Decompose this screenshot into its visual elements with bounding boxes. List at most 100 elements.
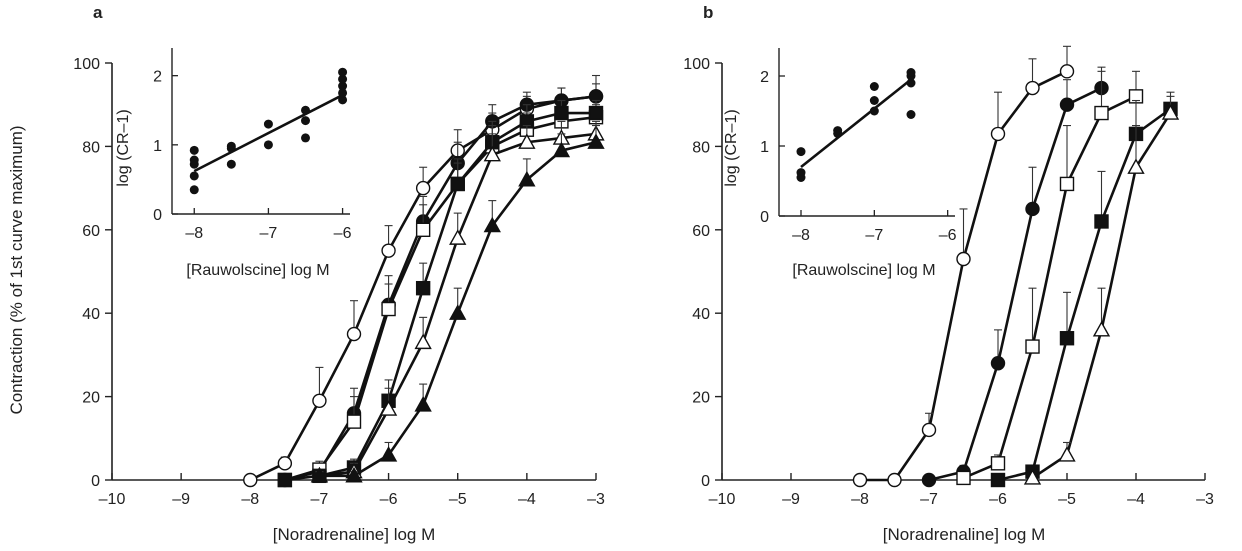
panel-a-inset-point <box>301 116 310 126</box>
panel-b-series <box>852 45 1180 488</box>
panel-a-y-tick-label: 0 <box>91 473 100 490</box>
panel-a-data-point <box>449 304 467 320</box>
panel-a-data-point <box>346 326 362 342</box>
panel-b-inset-x-ticks: –8 –7 –6 <box>792 210 957 244</box>
panel-b-inset-y-ticks: 0 1 2 <box>760 69 785 226</box>
panel-b-data-point <box>1025 201 1040 217</box>
panel-a-data-point <box>379 400 398 416</box>
panel-b-data-point <box>921 422 937 438</box>
panel-a-y-tick-label: 100 <box>73 56 100 73</box>
panel-b-inset-x-tick-label: –8 <box>792 227 810 244</box>
panel-a-inset-x-tick-label: –6 <box>334 225 352 242</box>
panel-b-x-tick-label: –3 <box>1196 491 1214 508</box>
panel-a-data-point <box>552 141 571 158</box>
panel-a-series-filled-circle <box>277 74 604 488</box>
panel-a-x-tick-label: –6 <box>380 491 398 508</box>
panel-a-inset-y-label: log (CR–1) <box>115 109 132 186</box>
panel-a-inset-points <box>189 67 348 195</box>
panel-b-inset-point <box>833 126 843 136</box>
panel-a-inset-y-tick-label: 1 <box>153 138 162 155</box>
panel-a-data-point <box>310 466 329 483</box>
panel-a-y-tick-label: 40 <box>82 306 100 323</box>
panel-b-inset-y-tick-label: 1 <box>760 139 769 156</box>
panel-b-inset-points <box>796 68 916 182</box>
panel-a-label: a <box>93 3 103 22</box>
panel-b-data-point <box>852 472 868 488</box>
panel-b-data-point <box>1023 468 1042 485</box>
panel-a-x-tick-label: –8 <box>241 491 259 508</box>
panel-a-data-point <box>379 446 398 462</box>
panel-b-data-point <box>990 126 1006 142</box>
panel-b-data-point <box>1161 104 1180 120</box>
panel-b-data-point <box>1127 158 1145 174</box>
panel-b-data-point <box>1059 331 1075 346</box>
panel-a-inset-point <box>301 105 310 115</box>
panel-a-inset-x-label: [Rauwolscine] log M <box>186 262 329 279</box>
panel-a-data-point <box>312 393 327 408</box>
panel-b-data-point <box>990 356 1006 371</box>
panel-b-x-tick-label: –4 <box>1127 491 1145 508</box>
panel-a-data-point <box>450 176 465 192</box>
panel-a-series <box>243 74 605 488</box>
panel-b-inset-point <box>906 110 916 119</box>
panel-a-data-point <box>588 105 604 121</box>
panel-b-inset-y-tick-label: 0 <box>760 209 769 226</box>
panel-b-data-point <box>990 472 1006 488</box>
panel-b-data-point <box>921 472 937 488</box>
panel-b-x-tick-label: –10 <box>709 491 736 508</box>
panel-a-data-point <box>554 105 569 121</box>
panel-b-x-tick-label: –9 <box>782 491 800 508</box>
panel-a-data-point <box>518 133 536 149</box>
panel-b-data-point <box>990 456 1006 471</box>
panel-a-inset: 0 1 2 –8 –7 –6 log (CR–1) [Rauwolscine] log … <box>115 48 352 279</box>
panel-a-inset-point <box>338 74 348 84</box>
panel-b-series-open-circle <box>852 45 1075 488</box>
panel-b-y-tick-label: 0 <box>701 473 710 490</box>
panel-b-inset-x-tick-label: –6 <box>939 227 957 244</box>
panel-b-series-filled-circle <box>921 66 1109 488</box>
panel-a-data-point <box>381 301 396 317</box>
panel-b-data-point <box>1094 214 1109 229</box>
panel-b-x-tick-label: –7 <box>920 491 938 508</box>
panel-a-inset-point <box>338 81 348 91</box>
panel-a-inset-point <box>189 171 199 181</box>
panel-a-x-tick-label: –4 <box>518 491 536 508</box>
panel-a-data-point <box>518 170 536 187</box>
panel-b-inset-y-tick-label: 2 <box>760 69 769 86</box>
panel-a-inset-point <box>226 141 236 151</box>
panel-b-inset: 0 1 2 –8 –7 –6 log (CR–1) [Rauwolscine] log … <box>723 48 957 279</box>
panel-a-inset-y-ticks: 0 1 2 <box>153 69 178 224</box>
panel-a-inset-point <box>189 155 199 165</box>
panel-a-inset-point <box>338 67 348 77</box>
panel-a-data-point <box>415 280 431 296</box>
panel-a-x-tick-label: –9 <box>172 491 190 508</box>
panel-a-data-point <box>243 472 258 488</box>
panel-a-inset-point <box>189 185 199 195</box>
panel-b-data-point <box>1058 446 1076 462</box>
panel-a-inset-point <box>226 159 236 169</box>
panel-a-inset-point <box>338 95 348 105</box>
panel-a-data-point <box>346 414 362 429</box>
panel-a-inset-point <box>263 140 273 150</box>
panel-b-data-point <box>956 251 971 267</box>
panel-b-series-open-triangle <box>1023 95 1180 485</box>
panel-b-x-tick-label: –8 <box>851 491 869 508</box>
panel-b-data-point <box>1059 64 1075 79</box>
panel-a-x-ticks: –10 –9 –8 –7 –6 –5 –4 –3 <box>99 473 605 508</box>
panel-b-inset-point <box>869 96 879 105</box>
panel-b-data-point <box>887 472 902 488</box>
panel-b-inset-fit-line <box>800 78 912 169</box>
panel-b-inset-point <box>906 68 916 77</box>
panel-b-data-point <box>1059 97 1075 112</box>
panel-b-inset-x-tick-label: –7 <box>865 227 883 244</box>
panel-a-inset-point <box>301 133 310 143</box>
panel-b-y-ticks: 0 20 40 60 80 100 <box>683 56 722 490</box>
panel-b-y-tick-label: 80 <box>692 139 710 156</box>
y-axis-label: Contraction (% of 1st curve maximum) <box>7 125 26 414</box>
panel-a-x-tick-label: –10 <box>99 491 126 508</box>
panel-b-inset-point <box>796 168 806 178</box>
panel-a-series-open-square <box>277 104 604 488</box>
panel-a-data-point <box>345 466 363 483</box>
